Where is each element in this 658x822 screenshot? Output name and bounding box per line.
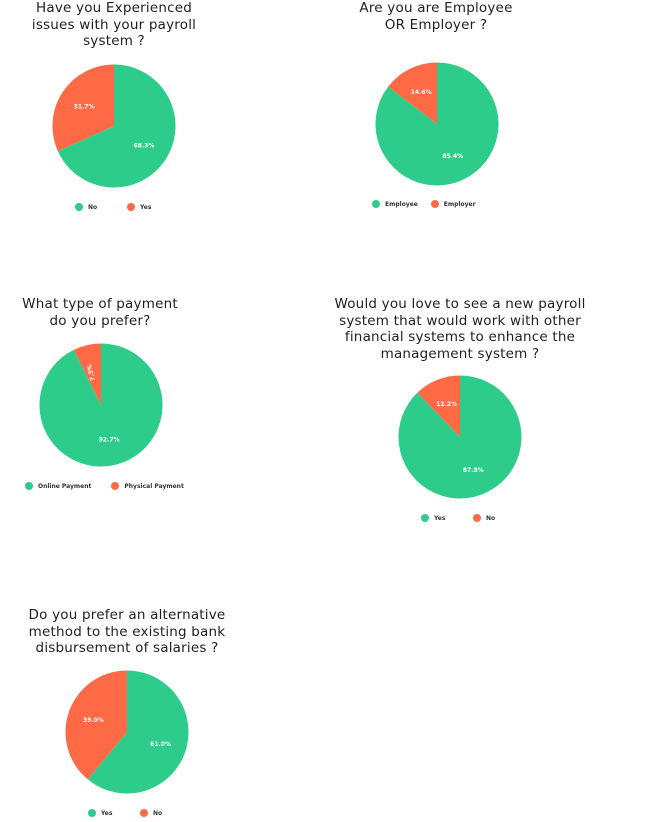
slice-value-label: 31.7% bbox=[74, 104, 95, 111]
slice-value-label: 87.8% bbox=[463, 467, 484, 474]
legend-swatch bbox=[140, 809, 148, 817]
chart-legend: Yes No bbox=[88, 809, 208, 821]
legend-item-online-payment: Online Payment bbox=[25, 482, 91, 490]
pie-plot: 87.8% 12.2% bbox=[398, 375, 522, 499]
pie-slice-employer bbox=[388, 62, 437, 124]
chart-title: Are you are Employee OR Employer ? bbox=[359, 0, 513, 33]
legend-swatch bbox=[111, 482, 120, 490]
chart-legend: Employee Employer bbox=[372, 200, 512, 212]
legend-item-no: No bbox=[75, 203, 97, 211]
legend-label: Yes bbox=[101, 809, 113, 817]
legend-item-yes: Yes bbox=[88, 809, 112, 817]
pie-plot: 85.4% 14.6% bbox=[375, 62, 499, 186]
slice-value-label: 12.2% bbox=[436, 401, 457, 408]
slice-value-label: 85.4% bbox=[442, 153, 463, 160]
chart-title: Do you prefer an alternative method to t… bbox=[28, 607, 226, 656]
slice-value-label: 7.3% bbox=[86, 364, 97, 382]
legend-swatch bbox=[127, 203, 135, 211]
pie-slice-physical-payment bbox=[73, 343, 101, 405]
chart-title: Have you Experienced issues with your pa… bbox=[31, 0, 197, 49]
legend-item-employee: Employee bbox=[372, 200, 418, 208]
pie-slice-yes bbox=[87, 670, 189, 794]
legend-item-yes: Yes bbox=[421, 514, 445, 522]
pie-plot: 61.0% 39.0% bbox=[65, 670, 189, 794]
pie-slice-no bbox=[65, 670, 127, 780]
chart-legend: Yes No bbox=[421, 514, 541, 526]
chart-legend: Online Payment Physical Payment bbox=[25, 482, 185, 494]
chart-title: Would you love to see a new payroll syst… bbox=[334, 296, 586, 362]
slice-value-label: 39.0% bbox=[83, 717, 104, 724]
pie-slice-online-payment bbox=[39, 343, 163, 467]
pie-plot: 68.3% 31.7% bbox=[52, 64, 176, 188]
legend-item-no: No bbox=[473, 514, 495, 522]
legend-swatch bbox=[75, 203, 83, 211]
legend-item-yes: Yes bbox=[127, 203, 151, 211]
legend-item-employer: Employer bbox=[430, 200, 476, 208]
legend-swatch bbox=[430, 200, 439, 208]
pie-slice-no bbox=[417, 375, 460, 437]
pie-slice-yes bbox=[52, 64, 114, 152]
pie-plot: 92.7% 7.3% bbox=[39, 343, 163, 467]
legend-label: No bbox=[88, 203, 98, 211]
legend-label: Physical Payment bbox=[124, 482, 184, 490]
chart-legend: No Yes bbox=[75, 203, 215, 215]
legend-swatch bbox=[473, 514, 481, 522]
legend-label: Yes bbox=[434, 514, 446, 522]
legend-swatch bbox=[372, 200, 380, 208]
legend-label: Employee bbox=[385, 200, 418, 208]
legend-label: No bbox=[153, 809, 163, 817]
legend-item-physical-payment: Physical Payment bbox=[111, 482, 184, 490]
slice-value-label: 92.7% bbox=[99, 437, 120, 444]
chart-title: What type of payment do you prefer? bbox=[22, 296, 178, 329]
legend-swatch bbox=[88, 809, 96, 817]
legend-label: Online Payment bbox=[38, 482, 92, 490]
legend-label: No bbox=[486, 514, 496, 522]
slice-value-label: 68.3% bbox=[134, 142, 155, 149]
slice-value-label: 61.0% bbox=[150, 741, 171, 748]
legend-swatch bbox=[421, 514, 429, 522]
legend-item-no: No bbox=[140, 809, 162, 817]
legend-label: Yes bbox=[140, 203, 152, 211]
legend-swatch bbox=[25, 482, 33, 490]
legend-label: Employer bbox=[443, 200, 476, 208]
pie-slice-no bbox=[57, 64, 176, 188]
slice-value-label: 14.6% bbox=[411, 89, 432, 96]
